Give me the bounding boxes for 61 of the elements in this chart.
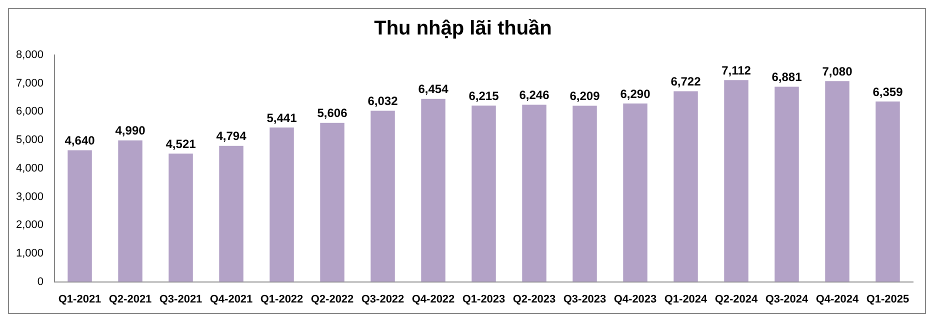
x-tick-label: Q2-2021 bbox=[108, 293, 152, 306]
data-label: 4,640 bbox=[64, 134, 96, 148]
bar bbox=[572, 106, 597, 282]
chart-title: Thu nhập lãi thuần bbox=[374, 18, 552, 40]
bar bbox=[876, 102, 900, 282]
x-tick-label: Q1-2024 bbox=[664, 293, 708, 306]
bar bbox=[774, 86, 799, 282]
data-label: 6,246 bbox=[519, 88, 550, 102]
bar bbox=[472, 106, 496, 282]
y-tick-label: 7,000 bbox=[16, 77, 44, 90]
bar bbox=[168, 154, 193, 282]
data-label: 4,794 bbox=[216, 129, 247, 144]
data-label: 6,881 bbox=[772, 70, 802, 84]
bar bbox=[522, 104, 546, 282]
bar bbox=[674, 91, 698, 282]
x-tick-label: Q4-2024 bbox=[816, 293, 860, 306]
y-tick-label: 5,000 bbox=[16, 134, 44, 146]
bar bbox=[623, 103, 648, 282]
x-tick-label: Q3-2023 bbox=[563, 293, 606, 306]
bar bbox=[320, 122, 344, 282]
y-tick-label: 0 bbox=[37, 276, 44, 288]
bar bbox=[724, 80, 748, 282]
data-label: 5,606 bbox=[317, 106, 348, 120]
data-label: 7,080 bbox=[822, 64, 853, 78]
y-tick-label: 4,000 bbox=[16, 162, 44, 174]
data-label: 6,454 bbox=[418, 82, 449, 96]
x-tick-label: Q4-2023 bbox=[614, 293, 657, 306]
y-tick-label: 8,000 bbox=[16, 49, 44, 62]
x-tick-label: Q4-2021 bbox=[210, 293, 253, 306]
x-tick-label: Q3-2021 bbox=[159, 293, 202, 306]
data-label: 6,722 bbox=[670, 74, 702, 89]
data-label: 7,112 bbox=[722, 63, 752, 78]
data-label: 4,521 bbox=[166, 136, 196, 151]
bar bbox=[68, 150, 92, 282]
bar bbox=[118, 140, 142, 282]
y-tick-label: 3,000 bbox=[16, 190, 44, 203]
bar bbox=[219, 146, 244, 282]
y-tick-label: 2,000 bbox=[16, 219, 44, 232]
bar bbox=[370, 110, 395, 282]
bar bbox=[825, 81, 850, 282]
x-tick-label: Q2-2023 bbox=[512, 293, 556, 306]
x-tick-label: Q2-2022 bbox=[310, 293, 354, 306]
data-label: 6,290 bbox=[620, 86, 651, 101]
data-label: 6,359 bbox=[872, 84, 904, 99]
data-label: 6,032 bbox=[368, 94, 398, 108]
x-tick-label: Q3-2022 bbox=[361, 293, 404, 306]
bar bbox=[421, 98, 446, 282]
x-tick-label: Q1-2023 bbox=[462, 293, 506, 306]
data-label: 4,990 bbox=[115, 124, 146, 138]
x-tick-label: Q3-2024 bbox=[765, 293, 810, 306]
data-label: 6,209 bbox=[570, 89, 600, 104]
data-label: 5,441 bbox=[266, 110, 298, 125]
bar bbox=[270, 128, 294, 282]
data-label: 6,215 bbox=[468, 88, 500, 103]
x-tick-label: Q2-2024 bbox=[714, 293, 759, 306]
x-tick-label: Q4-2022 bbox=[412, 293, 455, 306]
y-tick-label: 6,000 bbox=[16, 106, 44, 118]
x-tick-label: Q1-2021 bbox=[58, 293, 102, 306]
y-tick-label: 1,000 bbox=[16, 247, 44, 260]
x-tick-label: Q1-2022 bbox=[260, 293, 304, 306]
x-tick-label: Q1-2025 bbox=[866, 293, 910, 306]
